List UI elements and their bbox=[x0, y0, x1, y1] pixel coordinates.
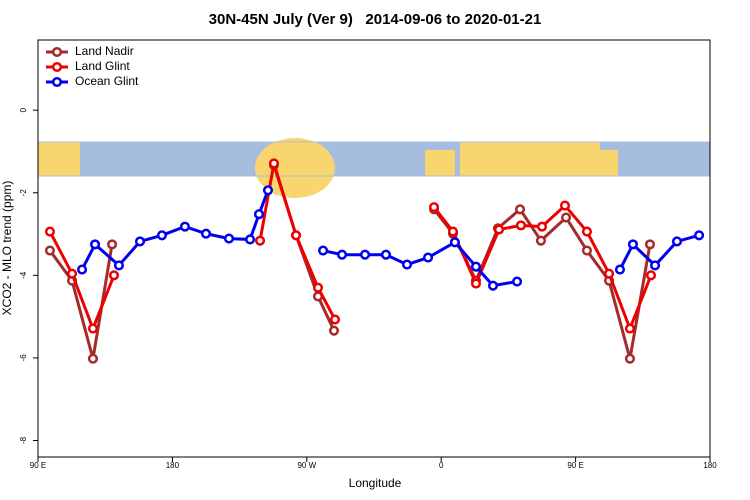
data-point bbox=[470, 261, 482, 272]
data-point bbox=[312, 282, 324, 293]
data-point bbox=[493, 224, 505, 235]
data-point bbox=[423, 252, 434, 263]
data-point bbox=[514, 204, 526, 215]
data-point bbox=[108, 270, 120, 281]
data-point bbox=[113, 260, 124, 271]
legend-marker bbox=[51, 61, 63, 73]
data-point bbox=[359, 249, 371, 260]
data-point bbox=[107, 239, 118, 250]
plot-frame bbox=[37, 39, 711, 458]
data-point bbox=[428, 202, 440, 213]
series-line bbox=[322, 240, 518, 288]
x-tick-label: 0 bbox=[439, 461, 444, 470]
data-point bbox=[581, 226, 592, 237]
data-point bbox=[268, 158, 279, 169]
data-point bbox=[624, 353, 636, 364]
y-tick-label: 0 bbox=[19, 107, 28, 112]
data-point bbox=[512, 276, 523, 287]
data-point bbox=[245, 234, 256, 245]
data-point bbox=[644, 239, 656, 250]
data-point bbox=[627, 239, 638, 250]
data-point bbox=[515, 220, 526, 231]
data-point bbox=[581, 245, 592, 256]
data-point bbox=[87, 353, 99, 364]
x-tick-label: 90 E bbox=[30, 461, 46, 470]
data-point bbox=[536, 221, 548, 232]
chart-title: 30N-45N July (Ver 9) 2014-09-06 to 2020-… bbox=[209, 11, 542, 28]
data-point bbox=[380, 249, 391, 260]
data-point bbox=[262, 185, 274, 196]
data-point bbox=[336, 249, 348, 260]
y-tick-label: -2 bbox=[19, 189, 28, 197]
x-tick-label: 180 bbox=[166, 461, 180, 470]
data-point bbox=[87, 323, 99, 334]
data-point bbox=[328, 325, 340, 336]
data-point bbox=[614, 264, 626, 275]
x-axis-label: Longitude bbox=[349, 476, 402, 490]
legend-marker bbox=[51, 46, 63, 58]
legend-label: Land Nadir bbox=[75, 44, 134, 58]
data-point bbox=[470, 278, 482, 289]
x-tick-label: 90 E bbox=[567, 461, 583, 470]
data-point bbox=[179, 221, 190, 232]
data-point bbox=[487, 280, 499, 291]
data-point bbox=[66, 268, 78, 279]
data-point bbox=[401, 259, 413, 270]
data-point bbox=[329, 314, 341, 325]
x-tick-label: 180 bbox=[703, 461, 717, 470]
data-point bbox=[44, 226, 55, 237]
data-point bbox=[694, 230, 705, 241]
data-point bbox=[44, 245, 55, 256]
data-point bbox=[447, 226, 459, 237]
data-point bbox=[449, 237, 460, 248]
series-line bbox=[432, 207, 652, 360]
map-band bbox=[37, 138, 711, 198]
y-tick-label: -4 bbox=[19, 271, 28, 279]
data-point bbox=[645, 270, 657, 281]
data-point bbox=[223, 233, 235, 244]
data-point bbox=[318, 245, 329, 256]
series-line bbox=[48, 230, 116, 333]
data-point bbox=[134, 236, 146, 247]
data-point bbox=[604, 268, 615, 279]
data-point bbox=[89, 239, 101, 250]
y-axis-label: XCO2 - MLO trend (ppm) bbox=[0, 181, 14, 316]
data-point bbox=[255, 235, 266, 246]
data-point bbox=[535, 235, 547, 246]
data-point bbox=[77, 264, 88, 275]
data-point bbox=[156, 230, 167, 241]
legend-marker bbox=[51, 76, 63, 88]
y-tick-label: -6 bbox=[19, 354, 28, 362]
data-point bbox=[290, 230, 302, 241]
data-point bbox=[560, 212, 572, 223]
x-tick-label: 90 W bbox=[297, 461, 316, 470]
data-point bbox=[253, 209, 265, 220]
legend-label: Land Glint bbox=[75, 59, 130, 73]
y-tick-label: -8 bbox=[19, 436, 28, 444]
data-point bbox=[559, 200, 571, 211]
data-point bbox=[649, 260, 661, 271]
legend-label: Ocean Glint bbox=[75, 74, 139, 88]
series-line bbox=[80, 189, 270, 271]
data-point bbox=[671, 236, 683, 247]
data-point bbox=[200, 228, 212, 239]
data-point bbox=[624, 323, 636, 334]
